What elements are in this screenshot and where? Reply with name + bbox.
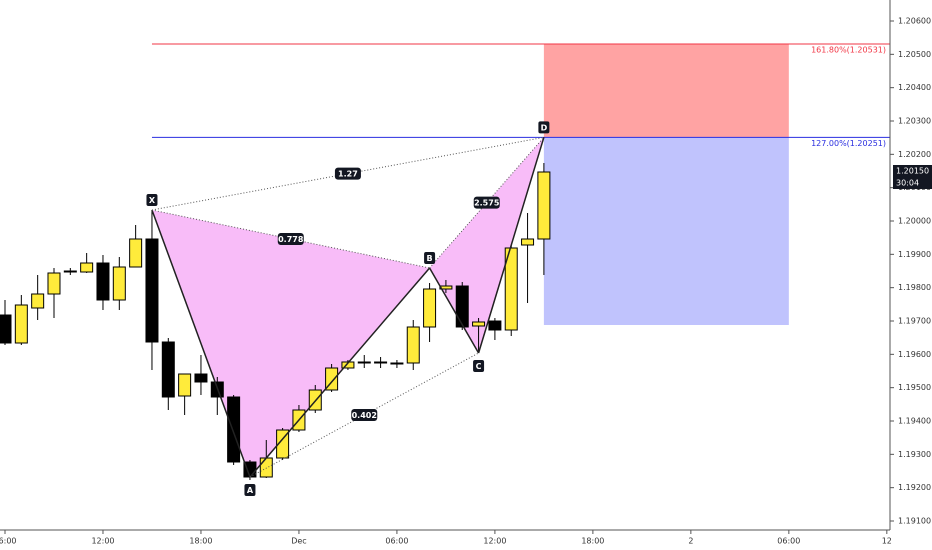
x-tick-label: 12:00 <box>91 537 114 546</box>
candle-body <box>96 262 110 301</box>
x-tick-label: 18:00 <box>581 537 604 546</box>
ratio-label: 0.402 <box>352 411 377 420</box>
candle-body <box>504 247 518 331</box>
candle-body <box>455 285 469 328</box>
point-badge <box>538 121 550 134</box>
y-tick-label: 1.19900 <box>898 250 931 259</box>
point-label: B <box>427 254 433 263</box>
point-badge <box>244 484 256 496</box>
ratio-badge <box>351 409 378 421</box>
x-tick-label: 18:00 <box>189 537 212 546</box>
point-badge <box>424 252 436 264</box>
x-tick-label: Dec <box>291 537 306 546</box>
x-tick-label: 06:00 <box>385 537 408 546</box>
x-tick-label: 12:00 <box>483 537 506 546</box>
candle-body <box>129 238 143 268</box>
y-tick-label: 1.19300 <box>898 450 931 459</box>
candle-body <box>423 288 437 328</box>
y-tick-label: 1.20500 <box>898 50 931 59</box>
candle-body <box>357 361 371 364</box>
ratio-line <box>429 137 545 269</box>
ratio-badge <box>334 167 361 180</box>
x-tick-label: 06:00 <box>0 537 17 546</box>
candle-body <box>0 314 12 344</box>
x-tick-label: 06:00 <box>777 537 800 546</box>
candle-body <box>80 262 94 273</box>
fib-level-label: 127.00%(1.20251) <box>811 139 886 148</box>
candle-body <box>194 373 208 383</box>
y-tick-label: 1.19100 <box>898 517 931 526</box>
point-label: A <box>247 486 254 495</box>
point-label: C <box>476 362 482 371</box>
candle-body <box>31 293 45 309</box>
ratio-line <box>249 352 479 478</box>
point-label: X <box>149 196 156 205</box>
candle-body <box>259 457 273 478</box>
ratio-label: 2.575 <box>474 199 500 208</box>
candle-body <box>161 341 175 398</box>
candle-body <box>145 238 159 343</box>
candle-body <box>488 320 502 331</box>
candle-body <box>521 238 535 246</box>
pattern-leg <box>428 267 480 354</box>
y-tick-label: 1.19500 <box>898 383 931 392</box>
y-tick-label: 1.19800 <box>898 283 931 292</box>
ratio-label: 0.778 <box>278 235 304 244</box>
last-price-label: 1.20150 <box>896 167 929 176</box>
candle-body <box>537 171 551 240</box>
candle-body <box>374 361 388 364</box>
x-tick-label: 2 <box>688 537 693 546</box>
y-tick-label: 1.20400 <box>898 83 931 92</box>
fib-level-label: 161.80%(1.20531) <box>811 46 886 55</box>
target-zone <box>543 137 789 325</box>
candle-body <box>14 304 28 344</box>
ratio-badge <box>473 196 500 209</box>
candle-body <box>63 270 77 273</box>
x-tick-label: 12 <box>882 537 892 546</box>
candle-body <box>112 266 126 301</box>
target-zone <box>543 44 789 138</box>
candle-body <box>178 373 192 397</box>
pattern-leg <box>477 137 545 354</box>
ratio-label: 1.27 <box>338 170 358 179</box>
y-tick-label: 1.19600 <box>898 350 931 359</box>
last-price-box <box>893 165 932 189</box>
point-badge <box>146 194 158 206</box>
y-tick-label: 1.20600 <box>898 17 931 26</box>
point-label: D <box>541 123 548 132</box>
countdown: 30:04 <box>896 179 919 188</box>
y-tick-label: 1.19400 <box>898 417 931 426</box>
candle-body <box>390 362 404 365</box>
ratio-line <box>151 136 544 211</box>
point-badge <box>473 360 485 372</box>
y-tick-label: 1.19200 <box>898 483 931 492</box>
ratio-badge <box>277 233 304 245</box>
y-tick-label: 1.20300 <box>898 117 931 126</box>
pattern-area <box>151 210 430 477</box>
candle-body <box>276 429 290 459</box>
candle-body <box>227 396 241 463</box>
y-tick-label: 1.20200 <box>898 150 931 159</box>
candle-body <box>472 321 486 327</box>
pattern-leg <box>151 209 251 478</box>
y-tick-label: 1.20000 <box>898 217 931 226</box>
candle-body <box>439 285 453 290</box>
y-tick-label: 1.19700 <box>898 317 931 326</box>
candle-body <box>406 326 420 364</box>
pattern-leg <box>249 267 431 478</box>
candle-body <box>47 272 61 295</box>
